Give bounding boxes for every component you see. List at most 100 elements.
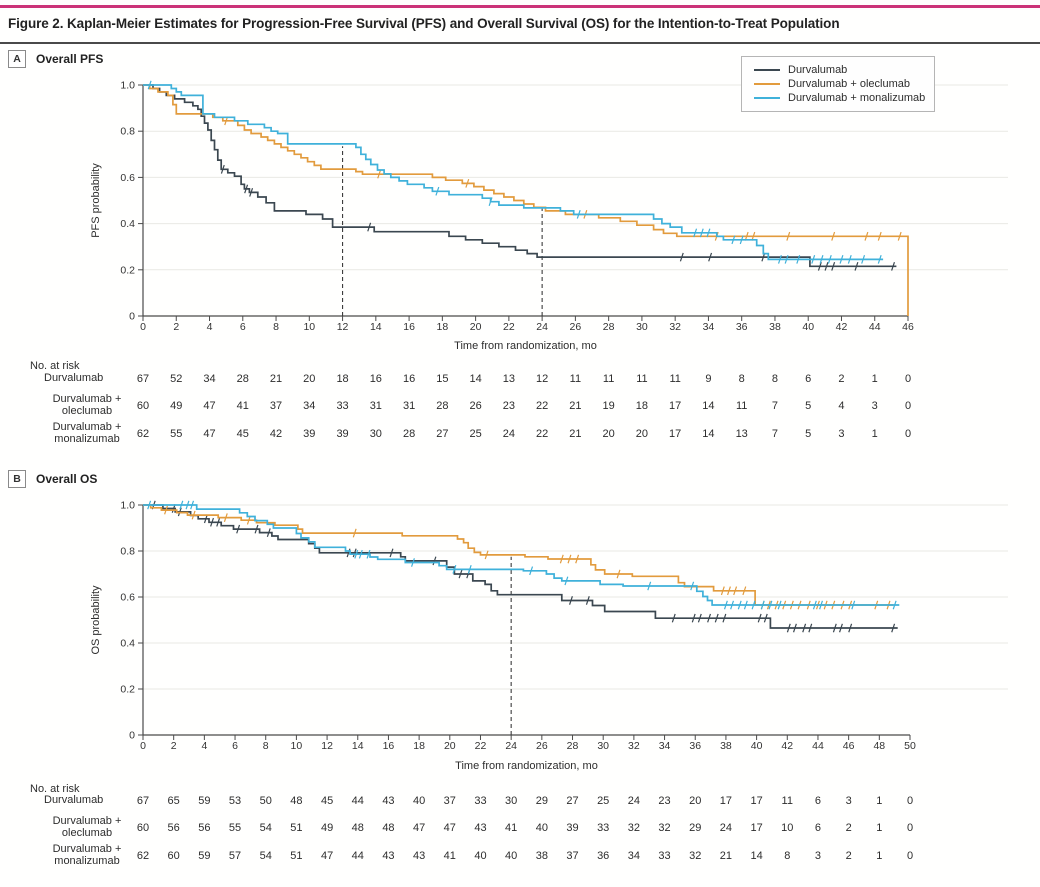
x-tick-label: 22: [503, 321, 515, 333]
x-tick-label: 10: [303, 321, 315, 333]
censor-mark-durvalumab: [848, 623, 853, 633]
accent-bar: [0, 5, 1040, 8]
km-curve-durvalumab: [143, 84, 897, 268]
censor-mark-durvalumab: [757, 613, 762, 623]
y-tick-label: 0.6: [120, 172, 135, 184]
y-tick-label: 0.4: [120, 218, 135, 230]
censor-mark-monalizumab: [693, 228, 698, 238]
censor-mark-durvalumab: [203, 514, 208, 524]
censor-mark-oleclumab: [897, 231, 902, 241]
km-curve-monalizumab: [143, 504, 900, 606]
y-tick-label: 0.6: [120, 592, 135, 604]
censor-mark-monalizumab: [564, 576, 569, 586]
censor-mark-oleclumab: [742, 586, 747, 596]
x-tick-label: 50: [904, 740, 916, 752]
x-tick-label: 20: [470, 321, 482, 333]
x-tick-label: 18: [413, 740, 425, 752]
censor-mark-durvalumab: [891, 261, 896, 271]
x-tick-label: 48: [873, 740, 885, 752]
x-tick-label: 40: [751, 740, 763, 752]
x-tick-label: 44: [812, 740, 824, 752]
censor-mark-monalizumab: [751, 600, 756, 610]
x-tick-label: 28: [603, 321, 615, 333]
censor-mark-oleclumab: [831, 231, 836, 241]
censor-mark-monalizumab: [819, 255, 824, 264]
legend-item-durvalumab: Durvalumab: [754, 63, 934, 77]
censor-mark-oleclumab: [352, 528, 357, 538]
legend-swatch-oleclumab: [754, 82, 780, 86]
censor-mark-monalizumab: [851, 600, 856, 610]
censor-mark-oleclumab: [377, 169, 382, 179]
censor-mark-oleclumab: [164, 505, 168, 515]
x-tick-label: 0: [140, 321, 146, 333]
censor-mark-oleclumab: [864, 231, 869, 241]
y-tick-label: 0.4: [120, 638, 135, 650]
censor-mark-monalizumab: [811, 255, 816, 264]
censor-mark-monalizumab: [488, 197, 493, 207]
censor-mark-durvalumab: [432, 556, 437, 566]
panel-a-label: A: [8, 50, 26, 68]
censor-mark-oleclumab: [720, 586, 725, 596]
censor-mark-oleclumab: [616, 569, 621, 579]
censor-mark-durvalumab: [831, 261, 836, 271]
censor-mark-durvalumab: [210, 517, 214, 527]
censor-mark-monalizumab: [190, 500, 195, 510]
censor-mark-durvalumab: [786, 623, 791, 633]
censor-mark-oleclumab: [191, 510, 196, 520]
censor-mark-durvalumab: [817, 261, 822, 271]
censor-mark-durvalumab: [236, 524, 241, 534]
censor-mark-monalizumab: [452, 565, 457, 574]
km-curve-monalizumab: [143, 84, 884, 261]
x-tick-label: 46: [843, 740, 855, 752]
censor-mark-monalizumab: [179, 500, 184, 510]
legend-label: Durvalumab: [788, 64, 848, 76]
censor-mark-oleclumab: [733, 586, 738, 596]
censor-mark-oleclumab: [223, 513, 228, 523]
censor-mark-monalizumab: [435, 186, 440, 196]
censor-mark-monalizumab: [529, 566, 534, 576]
x-tick-label: 44: [869, 321, 881, 333]
censor-mark-oleclumab: [559, 554, 564, 564]
censor-mark-monalizumab: [706, 228, 711, 238]
censor-mark-durvalumab: [220, 164, 225, 174]
censor-mark-monalizumab: [819, 600, 823, 610]
km-curve-oleclumab: [143, 84, 909, 316]
panel-a-title: Overall PFS: [36, 52, 104, 66]
y-tick-label: 1.0: [120, 500, 135, 512]
x-tick-label: 30: [636, 321, 648, 333]
censor-mark-monalizumab: [892, 600, 897, 610]
censor-mark-durvalumab: [266, 528, 271, 537]
censor-mark-monalizumab: [739, 235, 744, 245]
x-tick-label: 38: [720, 740, 732, 752]
censor-mark-oleclumab: [877, 231, 882, 241]
censor-mark-oleclumab: [567, 554, 572, 564]
censor-mark-durvalumab: [697, 613, 702, 623]
legend-item-monalizumab: Durvalumab + monalizumab: [754, 91, 934, 105]
censor-mark-monalizumab: [699, 228, 704, 238]
censor-mark-monalizumab: [411, 558, 415, 567]
x-tick-label: 46: [902, 321, 914, 333]
censor-mark-monalizumab: [185, 500, 190, 510]
censor-mark-durvalumab: [714, 613, 719, 623]
y-tick-label: 0.8: [120, 126, 135, 138]
legend-item-oleclumab: Durvalumab + oleclumab: [754, 77, 934, 91]
censor-mark-durvalumab: [346, 548, 351, 558]
censor-mark-durvalumab: [792, 623, 797, 633]
censor-mark-durvalumab: [722, 613, 727, 623]
censor-mark-monalizumab: [467, 565, 472, 574]
censor-mark-durvalumab: [367, 222, 372, 232]
legend-swatch-monalizumab: [754, 96, 780, 100]
censor-mark-durvalumab: [458, 569, 463, 579]
censor-mark-monalizumab: [847, 255, 852, 264]
chart-legend: Durvalumab Durvalumab + oleclumab Durval…: [741, 56, 935, 112]
censor-mark-durvalumab: [585, 596, 590, 605]
censor-mark-durvalumab: [671, 613, 676, 623]
censor-mark-durvalumab: [244, 184, 249, 194]
x-axis-title: Time from randomization, mo: [454, 340, 597, 352]
censor-mark-durvalumab: [389, 548, 394, 558]
x-tick-label: 6: [232, 740, 238, 752]
title-rule: [0, 42, 1040, 44]
censor-mark-monalizumab: [576, 209, 581, 219]
